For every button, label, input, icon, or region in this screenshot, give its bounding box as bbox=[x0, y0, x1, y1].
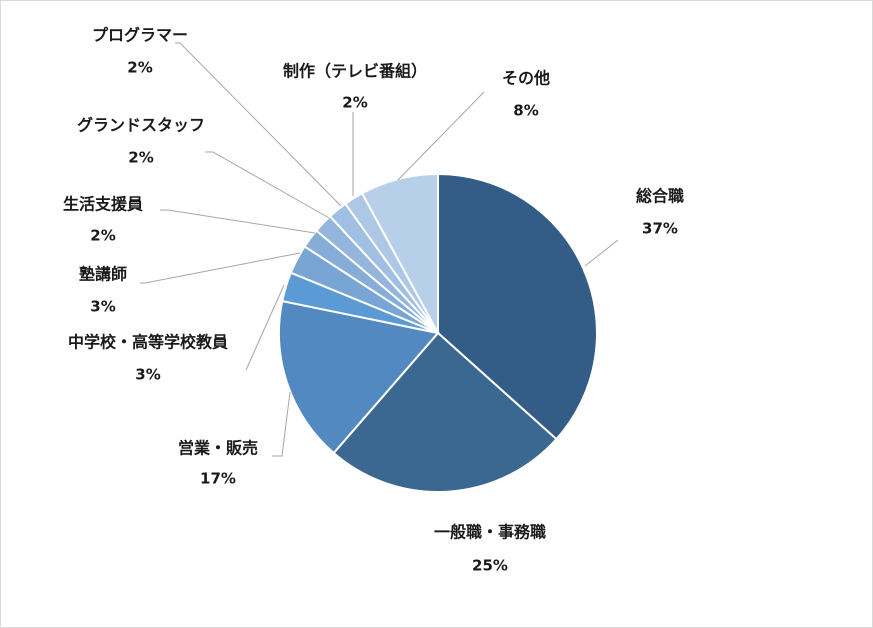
leader-lines bbox=[140, 42, 619, 457]
slice-category-label: 一般職・事務職 bbox=[434, 523, 546, 542]
slice-category-label: 営業・販売 bbox=[178, 439, 258, 458]
slice-category-label: プログラマー bbox=[92, 26, 188, 45]
slice-percent-label: 2% bbox=[342, 94, 367, 112]
slice-category-label: 総合職 bbox=[636, 187, 684, 206]
leader-line bbox=[245, 284, 285, 371]
leader-line bbox=[272, 391, 291, 457]
leader-line bbox=[397, 91, 485, 181]
leader-line bbox=[205, 151, 330, 219]
slice-category-label: その他 bbox=[502, 69, 550, 88]
slice-percent-label: 2% bbox=[127, 59, 152, 77]
slice-percent-label: 17% bbox=[200, 470, 236, 488]
pie-slices bbox=[278, 172, 598, 494]
pie-slice bbox=[437, 172, 598, 441]
leader-line bbox=[140, 252, 301, 284]
slice-percent-label: 2% bbox=[128, 149, 153, 167]
slice-percent-label: 8% bbox=[513, 102, 538, 120]
leader-line bbox=[175, 42, 342, 207]
slice-percent-label: 3% bbox=[135, 366, 160, 384]
slice-percent-label: 2% bbox=[90, 227, 115, 245]
slice-category-label: 塾講師 bbox=[79, 265, 127, 284]
leader-line bbox=[160, 209, 316, 234]
slice-labels: 総合職 37% 一般職・事務職 25% 営業・販売 17% 中学校・高等学校教員 3% 塾講師 3… bbox=[63, 26, 684, 575]
slice-percent-label: 37% bbox=[642, 220, 678, 238]
slice-category-label: 生活支援員 bbox=[63, 195, 143, 214]
pie-slice bbox=[332, 331, 558, 494]
slice-category-label: グランドスタッフ bbox=[77, 116, 205, 135]
leader-line bbox=[584, 239, 619, 267]
slice-percent-label: 3% bbox=[90, 298, 115, 316]
slice-category-label: 中学校・高等学校教員 bbox=[68, 333, 228, 352]
slice-percent-label: 25% bbox=[472, 557, 508, 575]
pie-slice bbox=[278, 299, 440, 455]
slice-category-label: 制作（テレビ番組） bbox=[283, 62, 427, 81]
